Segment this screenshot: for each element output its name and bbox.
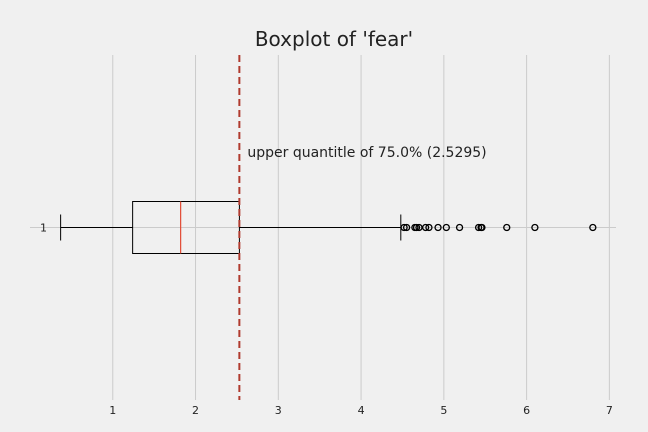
outlier-point <box>478 223 486 232</box>
outlier-point <box>400 223 408 232</box>
outlier-point <box>412 223 421 232</box>
iqr-box <box>132 201 240 254</box>
outlier-point <box>455 223 464 232</box>
outlier-point <box>589 223 597 232</box>
x-tick-label: 7 <box>606 404 613 417</box>
outlier-point <box>503 223 511 232</box>
x-tick-label: 6 <box>523 404 530 417</box>
outlier-point <box>421 223 430 232</box>
outlier-point <box>442 223 450 232</box>
y-tick-label: 1 <box>40 222 47 235</box>
x-tick-label: 3 <box>275 404 282 417</box>
x-tick-label: 2 <box>192 404 199 417</box>
chart-title: Boxplot of 'fear' <box>255 27 413 51</box>
x-tick-label: 1 <box>109 404 116 417</box>
x-tick-label: 5 <box>440 404 447 417</box>
reference-annotation: upper quantitle of 75.0% (2.5295) <box>247 145 486 161</box>
outlier-point <box>434 223 442 232</box>
outlier-point <box>531 223 539 232</box>
outlier-point <box>402 223 411 232</box>
outlier-point <box>474 223 483 232</box>
outlier-point <box>425 223 433 232</box>
x-tick-label: 4 <box>358 404 365 417</box>
